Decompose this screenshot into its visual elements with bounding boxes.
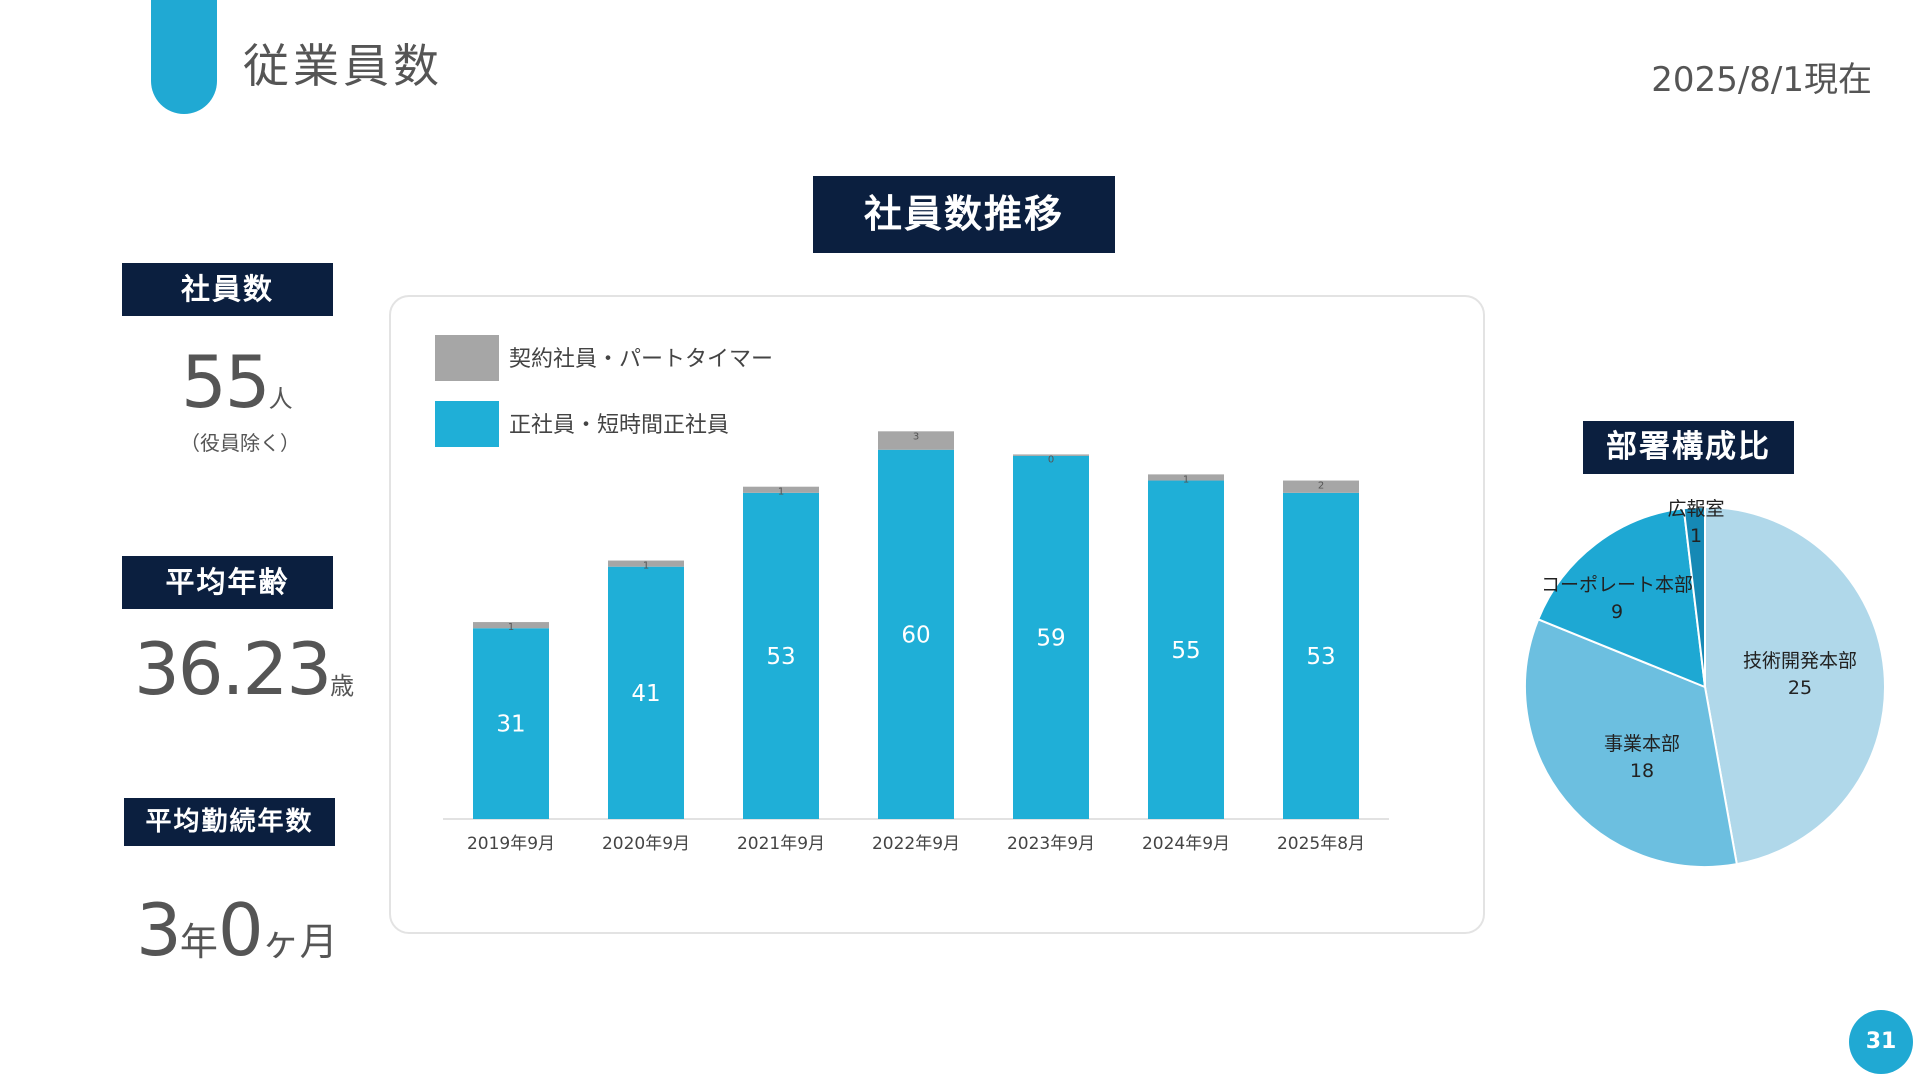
- data-label-contract: 0: [1048, 454, 1054, 465]
- average-age-label: 平均年齢: [122, 556, 333, 609]
- pie-slice-value: 25: [1788, 677, 1812, 699]
- pie-slice-value: 1: [1690, 525, 1702, 547]
- bar-contract: [878, 431, 954, 450]
- as-of-date: 2025/8/1現在: [1651, 60, 1872, 100]
- pie-slice-value: 18: [1630, 760, 1654, 782]
- x-tick-label: 2024年9月: [1142, 834, 1230, 854]
- employees-value: 55: [181, 340, 271, 424]
- legend-label: 契約社員・パートタイマー: [509, 347, 773, 372]
- bar-fulltime: [743, 492, 819, 819]
- x-tick-label: 2019年9月: [467, 834, 555, 854]
- average-tenure-label: 平均勤続年数: [124, 798, 335, 846]
- average-tenure-stat: 3年0ヶ月: [136, 888, 338, 972]
- bar-fulltime: [1283, 492, 1359, 819]
- data-label-contract: 1: [1183, 474, 1189, 485]
- pie-slice: [1682, 505, 1706, 688]
- bar-fulltime: [608, 566, 684, 819]
- data-label-fulltime: 53: [766, 644, 795, 670]
- bar-contract: [1013, 454, 1089, 456]
- legend-label: 正社員・短時間正社員: [509, 413, 729, 438]
- title-accent-tab: [151, 0, 217, 114]
- x-tick-label: 2020年9月: [602, 834, 690, 854]
- tenure-years-unit: 年: [179, 920, 218, 964]
- bar-contract: [608, 560, 684, 567]
- average-age-value: 36.23: [134, 627, 332, 711]
- data-label-fulltime: 60: [901, 622, 930, 648]
- pie-chart-title: 部署構成比: [1583, 421, 1794, 474]
- pie-slice-label: コーポレート本部: [1541, 574, 1693, 596]
- data-label-fulltime: 31: [496, 712, 525, 738]
- x-tick-label: 2021年9月: [737, 834, 825, 854]
- x-tick-label: 2022年9月: [872, 834, 960, 854]
- pie-chart: 技術開発本部 25 事業本部 18 コーポレート本部 9 広報室 1: [1524, 498, 1886, 868]
- employees-label: 社員数: [122, 263, 333, 316]
- employees-note: （役員除く）: [180, 431, 300, 455]
- tenure-months-unit: ヶ月: [261, 920, 338, 964]
- page-title: 従業員数: [243, 39, 443, 93]
- bar-fulltime: [878, 449, 954, 819]
- tenure-years-value: 3: [136, 888, 182, 972]
- pie-slice: [1704, 505, 1886, 866]
- x-tick-label: 2023年9月: [1007, 834, 1095, 854]
- legend-swatch: [435, 335, 499, 381]
- data-label-contract: 1: [778, 487, 784, 498]
- pie-slice: [1536, 507, 1707, 689]
- legend-swatch: [435, 401, 499, 447]
- average-age-unit: 歳: [330, 672, 355, 700]
- x-tick-label: 2025年8月: [1277, 834, 1365, 854]
- pie-slice-label: 技術開発本部: [1743, 650, 1857, 672]
- bar-contract: [1148, 474, 1224, 481]
- data-label-contract: 1: [643, 561, 649, 572]
- employees-stat: 55人: [181, 340, 293, 424]
- bar-contract: [473, 622, 549, 629]
- employees-unit: 人: [268, 385, 293, 413]
- tenure-months-value: 0: [217, 888, 264, 972]
- pie-slice: [1524, 618, 1739, 868]
- bar-chart-title: 社員数推移: [813, 176, 1115, 253]
- page-number: 31: [1849, 1010, 1913, 1074]
- bar-fulltime: [473, 628, 549, 819]
- bar-contract: [743, 486, 819, 493]
- pie-slice-label: 事業本部: [1604, 733, 1680, 755]
- pie-slice-value: 9: [1611, 601, 1623, 623]
- data-label-contract: 3: [913, 431, 919, 442]
- average-age-stat: 36.23歳: [134, 627, 354, 711]
- data-label-fulltime: 59: [1036, 625, 1065, 651]
- bar-chart: 契約社員・パートタイマー正社員・短時間正社員3112019年9月4112020年…: [435, 335, 1389, 854]
- data-label-contract: 2: [1318, 481, 1324, 492]
- data-label-fulltime: 55: [1171, 638, 1200, 664]
- pie-slice-label: 広報室: [1667, 498, 1724, 520]
- bar-fulltime: [1148, 480, 1224, 819]
- bar-contract: [1283, 480, 1359, 493]
- bar-fulltime: [1013, 455, 1089, 819]
- data-label-fulltime: 53: [1306, 644, 1335, 670]
- data-label-contract: 1: [508, 622, 514, 633]
- data-label-fulltime: 41: [631, 681, 660, 707]
